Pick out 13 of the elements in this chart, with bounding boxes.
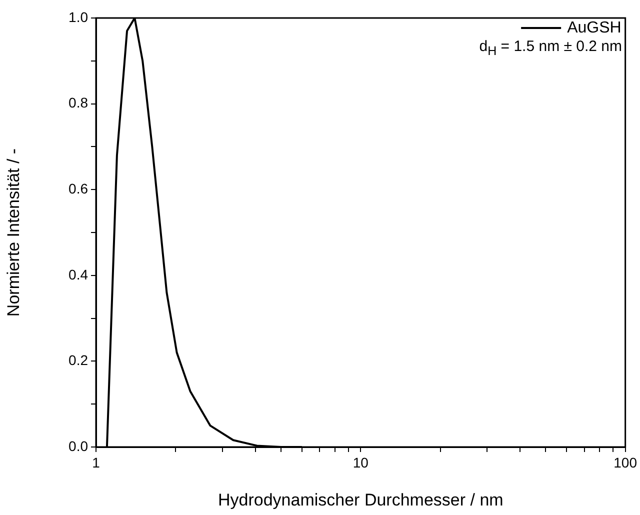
x-tick-label: 1 [92, 454, 100, 470]
x-tick-label: 10 [352, 454, 369, 470]
legend-label: AuGSH [567, 19, 622, 36]
y-tick-label: 1.0 [68, 8, 88, 25]
y-tick-label: 0.8 [68, 94, 88, 111]
y-tick-label: 0.0 [68, 438, 88, 454]
y-tick-label: 0.4 [68, 266, 88, 282]
x-axis-title: Hydrodynamischer Durchmesser / nm [218, 490, 504, 510]
y-tick-label: 0.2 [68, 352, 88, 368]
x-tick-label: 100 [614, 454, 638, 470]
annotation: d$_{H}$ = 1.5 nm ± 0.2 nm [479, 38, 622, 58]
y-tick-label: 0.6 [68, 180, 88, 196]
y-axis-title: Normierte Intensität / - [4, 148, 23, 317]
